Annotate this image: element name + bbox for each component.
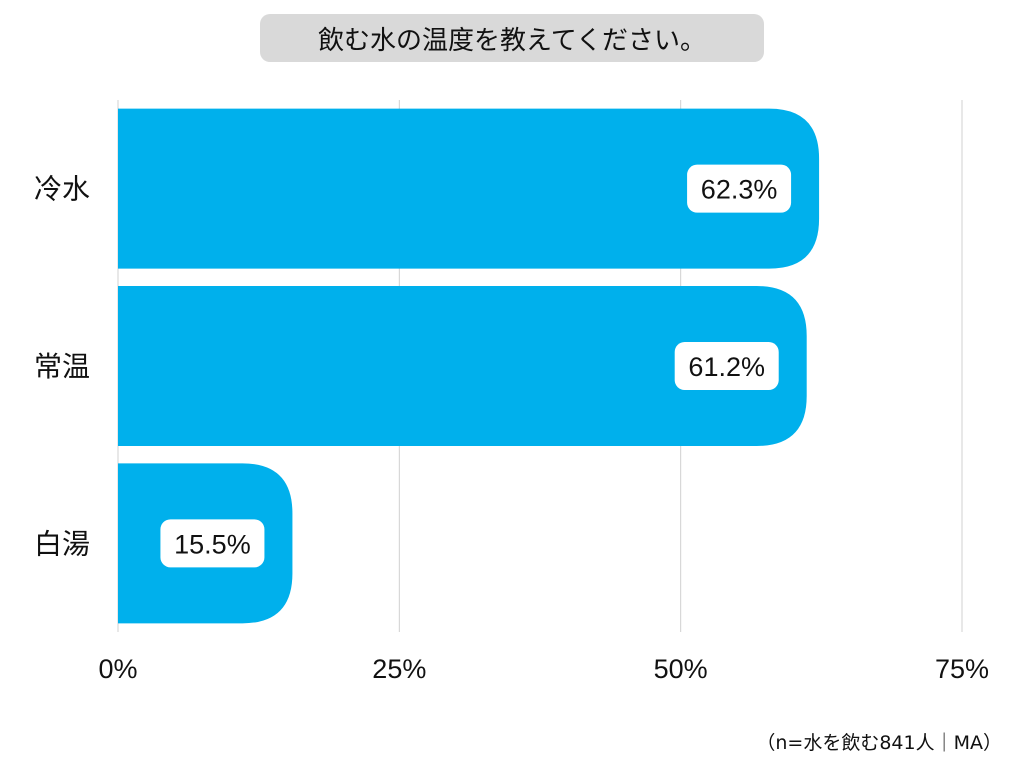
chart-title-box: 飲む水の温度を教えてください。 — [260, 14, 764, 62]
x-tick-label-2: 50% — [654, 654, 708, 684]
value-label-2: 15.5% — [174, 529, 251, 559]
value-label-bg-2 — [160, 519, 265, 568]
x-tick-label-3: 75% — [935, 654, 989, 684]
category-label-0: 冷水 — [34, 173, 90, 206]
value-label-bg-0 — [687, 164, 792, 213]
bar-0 — [118, 108, 820, 269]
x-tick-label-0: 0% — [98, 654, 137, 684]
value-label-bg-1 — [674, 342, 779, 390]
category-label-1: 常温 — [34, 350, 90, 383]
bar-1 — [118, 286, 807, 446]
chart-title: 飲む水の温度を教えてください。 — [318, 25, 706, 56]
x-tick-label-1: 25% — [372, 654, 426, 684]
sample-note: （n=水を飲む841人｜MA） — [756, 732, 1002, 754]
value-label-1: 61.2% — [688, 352, 765, 382]
category-label-2: 白湯 — [34, 527, 90, 560]
value-label-0: 62.3% — [701, 175, 778, 205]
